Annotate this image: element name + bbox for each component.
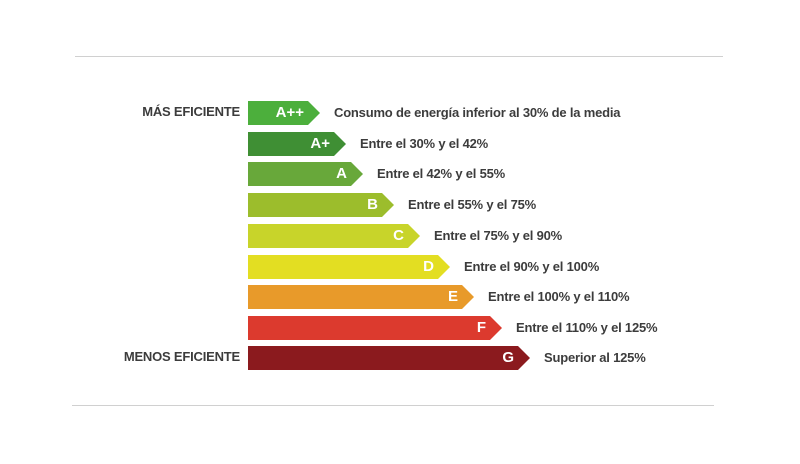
rating-arrow [248, 224, 420, 248]
rating-description: Entre el 90% y el 100% [464, 259, 600, 274]
rating-grade: F [476, 319, 486, 336]
rating-description: Superior al 125% [544, 350, 646, 365]
most-efficient-label: MÁS EFICIENTE [142, 104, 240, 119]
rating-grade: D [423, 258, 434, 275]
rating-grade: A [336, 165, 347, 182]
top-divider [75, 56, 723, 57]
rating-grade: A++ [275, 104, 304, 121]
rating-row-7: E Entre el 100% y el 110% [248, 285, 708, 309]
rating-grade: C [393, 227, 404, 244]
rating-row-4: B Entre el 55% y el 75% [248, 193, 708, 217]
rating-description: Entre el 42% y el 55% [377, 166, 506, 181]
rating-arrow [248, 193, 394, 217]
rating-arrow [248, 346, 530, 370]
rating-grade: B [367, 196, 378, 213]
least-efficient-label: MENOS EFICIENTE [123, 349, 240, 364]
rating-grade: E [447, 288, 458, 305]
bottom-divider [72, 405, 714, 406]
rating-arrow [248, 101, 320, 125]
rating-arrow [248, 316, 502, 340]
rating-arrow [248, 255, 450, 279]
rating-row-3: A Entre el 42% y el 55% [248, 162, 708, 186]
rating-description: Entre el 55% y el 75% [408, 197, 537, 212]
rating-grade: A+ [310, 135, 330, 152]
rating-description: Entre el 110% y el 125% [516, 320, 658, 335]
rating-row-8: F Entre el 110% y el 125% [248, 316, 708, 340]
rating-row-9: G Superior al 125% [248, 346, 708, 370]
rating-arrow [248, 285, 474, 309]
rating-description: Entre el 100% y el 110% [488, 289, 630, 304]
rating-row-1: A++ Consumo de energía inferior al 30% de… [248, 101, 708, 125]
rating-row-2: A+ Entre el 30% y el 42% [248, 132, 708, 156]
rating-arrow [248, 132, 346, 156]
rating-row-5: C Entre el 75% y el 90% [248, 224, 708, 248]
rating-description: Entre el 30% y el 42% [360, 136, 489, 151]
rating-description: Consumo de energía inferior al 30% de la… [334, 105, 621, 120]
rating-row-6: D Entre el 90% y el 100% [248, 255, 708, 279]
rating-arrow [248, 162, 363, 186]
rating-grade: G [502, 349, 514, 366]
rating-description: Entre el 75% y el 90% [434, 228, 563, 243]
